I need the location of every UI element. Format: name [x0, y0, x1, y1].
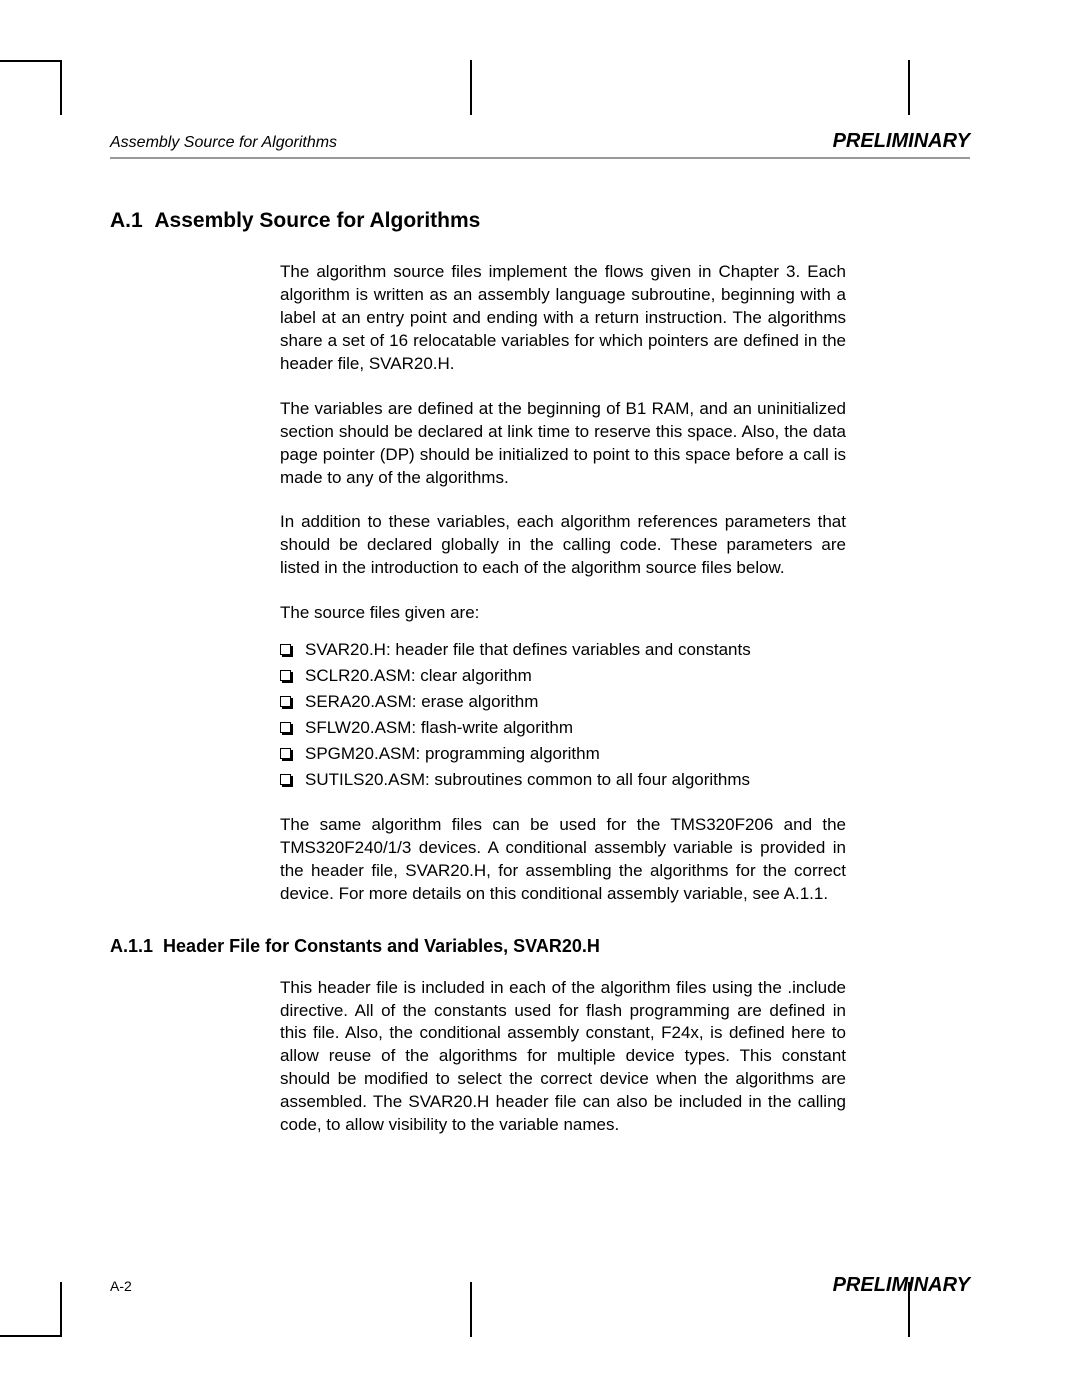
- subsection-heading: A.1.1 Header File for Constants and Vari…: [110, 936, 970, 957]
- paragraph: The variables are defined at the beginni…: [280, 398, 846, 490]
- section-title: Assembly Source for Algorithms: [154, 209, 480, 232]
- list-item-text: SVAR20.H: header file that defines varia…: [305, 639, 751, 662]
- list-item: SUTILS20.ASM: subroutines common to all …: [280, 769, 846, 792]
- list-item: SERA20.ASM: erase algorithm: [280, 691, 846, 714]
- subsection-title: Header File for Constants and Variables,…: [163, 936, 600, 956]
- page-content: Assembly Source for Algorithms PRELIMINA…: [110, 130, 970, 1297]
- header-left-text: Assembly Source for Algorithms: [110, 134, 337, 152]
- list-item: SVAR20.H: header file that defines varia…: [280, 639, 846, 662]
- bullet-icon: [280, 670, 291, 681]
- list-item-text: SPGM20.ASM: programming algorithm: [305, 743, 600, 766]
- bullet-icon: [280, 696, 291, 707]
- section-heading: A.1 Assembly Source for Algorithms: [110, 209, 970, 233]
- bullet-icon: [280, 774, 291, 785]
- bullet-icon: [280, 644, 291, 655]
- section-number: A.1: [110, 209, 143, 232]
- file-list: SVAR20.H: header file that defines varia…: [280, 639, 846, 792]
- list-item-text: SFLW20.ASM: flash-write algorithm: [305, 717, 573, 740]
- running-footer: A-2 PRELIMINARY: [110, 1274, 970, 1297]
- list-item-text: SERA20.ASM: erase algorithm: [305, 691, 538, 714]
- page-number: A-2: [110, 1278, 132, 1294]
- paragraph: The algorithm source files implement the…: [280, 261, 846, 376]
- subsection-body: This header file is included in each of …: [280, 977, 846, 1138]
- paragraph: In addition to these variables, each alg…: [280, 511, 846, 580]
- list-item: SFLW20.ASM: flash-write algorithm: [280, 717, 846, 740]
- footer-right-text: PRELIMINARY: [833, 1274, 970, 1297]
- list-item-text: SCLR20.ASM: clear algorithm: [305, 665, 532, 688]
- running-header: Assembly Source for Algorithms PRELIMINA…: [110, 130, 970, 159]
- list-item: SPGM20.ASM: programming algorithm: [280, 743, 846, 766]
- list-item-text: SUTILS20.ASM: subroutines common to all …: [305, 769, 750, 792]
- bullet-icon: [280, 722, 291, 733]
- body-block: The algorithm source files implement the…: [280, 261, 846, 906]
- list-item: SCLR20.ASM: clear algorithm: [280, 665, 846, 688]
- subsection-number: A.1.1: [110, 936, 153, 956]
- paragraph: This header file is included in each of …: [280, 977, 846, 1138]
- paragraph: The source files given are:: [280, 602, 846, 625]
- paragraph: The same algorithm files can be used for…: [280, 814, 846, 906]
- header-right-text: PRELIMINARY: [833, 130, 970, 153]
- bullet-icon: [280, 748, 291, 759]
